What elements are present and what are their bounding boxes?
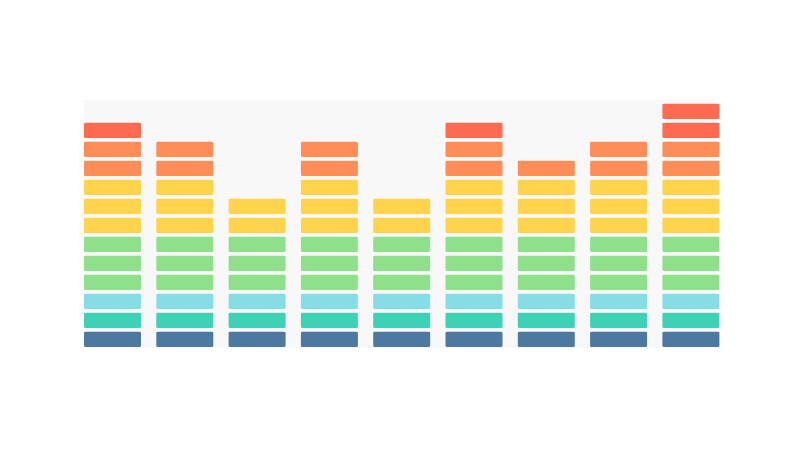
level-segment [84,122,141,138]
level-segment [156,331,214,347]
level-segment [300,141,358,157]
level-segment [445,236,503,252]
level-segment [300,312,358,328]
level-segment [445,160,503,176]
level-segment [228,312,286,328]
level-segment [445,331,503,347]
level-segment [300,274,358,290]
level-segment [156,141,214,157]
level-segment [517,236,575,252]
level-segment [373,312,431,328]
level-segment [300,255,358,271]
level-segment [373,255,431,271]
level-segment [84,293,141,309]
level-segment [373,198,431,214]
level-segment [156,293,214,309]
level-segment [517,293,575,309]
level-segment [228,198,286,214]
level-segment [590,141,648,157]
level-segment [590,160,648,176]
level-segment [662,160,720,176]
level-segment [156,236,214,252]
level-segment [590,217,648,233]
level-segment [445,293,503,309]
level-segment [84,236,141,252]
level-segment [156,198,214,214]
level-segment [662,103,720,119]
level-segment [373,217,431,233]
level-segment [84,217,141,233]
level-segment [84,198,141,214]
level-segment [662,198,720,214]
level-segment [662,331,720,347]
level-segment [445,255,503,271]
level-segment [662,122,720,138]
level-segment [373,236,431,252]
level-segment [300,236,358,252]
level-segment [373,331,431,347]
level-segment [156,160,214,176]
level-segment [517,179,575,195]
level-segment [156,312,214,328]
level-segment [590,255,648,271]
level-segment [662,293,720,309]
level-segment [662,217,720,233]
level-segment [517,331,575,347]
level-segment [517,255,575,271]
level-segment [228,274,286,290]
level-segment [300,198,358,214]
level-segment [84,331,141,347]
level-segment [445,312,503,328]
level-segment [445,198,503,214]
level-segment [445,217,503,233]
level-segment [590,198,648,214]
level-segment [662,312,720,328]
level-segment [228,331,286,347]
level-segment [445,179,503,195]
level-segment [517,160,575,176]
level-segment [590,331,648,347]
level-segment [228,293,286,309]
level-segment [662,255,720,271]
level-segment [445,122,503,138]
level-segment [445,141,503,157]
level-segment [517,274,575,290]
level-segment [590,236,648,252]
level-segment [517,312,575,328]
level-segment [300,293,358,309]
level-segment [300,217,358,233]
level-segment [373,293,431,309]
level-segment [662,236,720,252]
level-segment [300,331,358,347]
level-segment [662,179,720,195]
level-segment [84,312,141,328]
level-segment [84,274,141,290]
level-segment [156,217,214,233]
level-segment [662,274,720,290]
level-segment [373,274,431,290]
level-segment [445,274,503,290]
level-segment [228,255,286,271]
level-segment [84,255,141,271]
level-segment [590,312,648,328]
level-segment [84,141,141,157]
level-segment [84,160,141,176]
level-segment [156,255,214,271]
level-segment [156,274,214,290]
level-segment [662,141,720,157]
level-segment [517,217,575,233]
level-segment [228,236,286,252]
level-segment [590,274,648,290]
level-segment [300,160,358,176]
level-segment [300,179,358,195]
level-segment [156,179,214,195]
level-segment [590,179,648,195]
level-segment [84,179,141,195]
level-segment [517,198,575,214]
level-segment [590,293,648,309]
level-segment [228,217,286,233]
